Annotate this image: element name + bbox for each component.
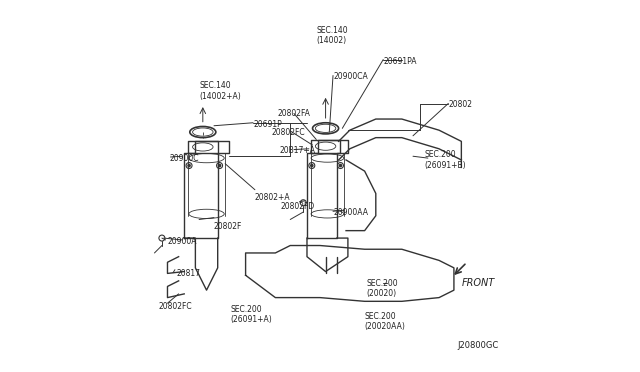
Circle shape [339, 164, 342, 167]
Text: 20802F: 20802F [214, 222, 243, 231]
Text: FRONT: FRONT [461, 278, 495, 288]
Text: 20802FD: 20802FD [281, 202, 315, 211]
Text: 20802FC: 20802FC [158, 302, 192, 311]
Text: SEC.140
(14002+A): SEC.140 (14002+A) [199, 81, 241, 101]
Text: 20900AA: 20900AA [333, 208, 368, 217]
Circle shape [310, 164, 313, 167]
Text: 20900A: 20900A [168, 237, 197, 246]
Text: SEC.200
(20020): SEC.200 (20020) [367, 279, 398, 298]
Text: 20900C: 20900C [170, 154, 199, 163]
Text: 20802FC: 20802FC [271, 128, 305, 137]
Text: 20802: 20802 [449, 100, 472, 109]
Circle shape [188, 164, 190, 167]
Text: 20B17+A: 20B17+A [279, 146, 315, 155]
Text: J20800GC: J20800GC [458, 341, 499, 350]
Text: SEC.200
(20020AA): SEC.200 (20020AA) [365, 312, 406, 331]
Text: 20802FA: 20802FA [277, 109, 310, 118]
Text: 20691P: 20691P [253, 120, 282, 129]
Text: SEC.140
(14002): SEC.140 (14002) [316, 26, 348, 45]
Text: 20802+A: 20802+A [255, 193, 291, 202]
Text: SEC.200
(26091+A): SEC.200 (26091+A) [231, 305, 273, 324]
Text: SEC.200
(26091+B): SEC.200 (26091+B) [424, 150, 466, 170]
Text: 20900CA: 20900CA [333, 72, 368, 81]
Text: 20817: 20817 [177, 269, 201, 278]
Text: 20691PA: 20691PA [383, 57, 417, 66]
Circle shape [218, 164, 221, 167]
